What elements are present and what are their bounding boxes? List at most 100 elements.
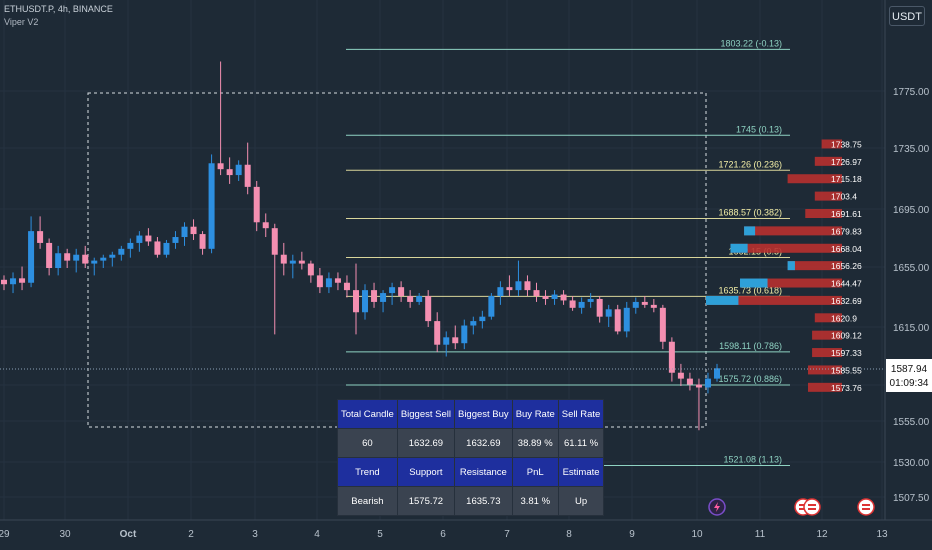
candle[interactable] bbox=[325, 272, 332, 294]
candle[interactable] bbox=[28, 216, 35, 288]
candle[interactable] bbox=[37, 216, 44, 249]
candle[interactable] bbox=[533, 282, 540, 302]
event-marker-flag-icon[interactable] bbox=[803, 498, 821, 516]
candle[interactable] bbox=[668, 337, 675, 382]
candle[interactable] bbox=[470, 316, 477, 335]
candle-body bbox=[380, 293, 387, 302]
candle[interactable] bbox=[10, 272, 17, 294]
candle[interactable] bbox=[280, 242, 287, 276]
candle[interactable] bbox=[425, 290, 432, 327]
candle[interactable] bbox=[560, 290, 567, 305]
candle[interactable] bbox=[298, 251, 305, 270]
ticker-label[interactable]: ETHUSDT.P, 4h, BINANCE bbox=[4, 4, 113, 14]
candle[interactable] bbox=[398, 281, 405, 302]
candle[interactable] bbox=[443, 331, 450, 357]
candle[interactable] bbox=[380, 290, 387, 313]
candle[interactable] bbox=[497, 281, 504, 305]
stats-header-cell: Total Candle bbox=[337, 399, 398, 429]
candle[interactable] bbox=[199, 231, 206, 255]
candle-body bbox=[497, 287, 504, 297]
candle[interactable] bbox=[118, 245, 125, 261]
candle[interactable] bbox=[262, 213, 269, 238]
candle[interactable] bbox=[145, 228, 152, 246]
candle[interactable] bbox=[596, 296, 603, 323]
candle[interactable] bbox=[289, 254, 296, 279]
event-markers[interactable] bbox=[708, 498, 875, 516]
candle[interactable] bbox=[244, 142, 251, 195]
candle[interactable] bbox=[488, 293, 495, 320]
event-marker-lightning-icon[interactable] bbox=[708, 498, 726, 516]
candle[interactable] bbox=[641, 296, 648, 308]
candle[interactable] bbox=[343, 275, 350, 298]
candle[interactable] bbox=[452, 325, 459, 350]
candle[interactable] bbox=[659, 304, 666, 350]
candle[interactable] bbox=[362, 284, 369, 320]
candle[interactable] bbox=[217, 61, 224, 176]
candle[interactable] bbox=[686, 372, 693, 391]
candle[interactable] bbox=[587, 293, 594, 308]
candle[interactable] bbox=[307, 260, 314, 283]
candle[interactable] bbox=[163, 239, 170, 258]
candle[interactable] bbox=[632, 297, 639, 314]
volume-profile-sell-bar bbox=[805, 209, 842, 219]
candle[interactable] bbox=[172, 231, 179, 249]
candle[interactable] bbox=[371, 282, 378, 308]
candle[interactable] bbox=[154, 237, 161, 258]
fib-level-label: 1721.26 (0.236) bbox=[718, 159, 782, 169]
candle[interactable] bbox=[542, 290, 549, 305]
candle[interactable] bbox=[551, 290, 558, 305]
candle-body bbox=[677, 372, 684, 379]
candle[interactable] bbox=[569, 296, 576, 311]
candle[interactable] bbox=[524, 275, 531, 297]
candle[interactable] bbox=[73, 248, 80, 273]
candle[interactable] bbox=[352, 263, 359, 335]
candle[interactable] bbox=[82, 245, 89, 268]
candle-body bbox=[199, 234, 206, 249]
candle[interactable] bbox=[461, 319, 468, 350]
candle-body bbox=[208, 163, 215, 249]
event-marker-flag-icon[interactable] bbox=[857, 498, 875, 516]
stats-header-cell: PnL bbox=[511, 457, 559, 487]
candle[interactable] bbox=[623, 301, 630, 338]
indicator-label[interactable]: Viper V2 bbox=[4, 17, 39, 27]
candle[interactable] bbox=[704, 372, 711, 394]
candle[interactable] bbox=[19, 266, 26, 291]
candle[interactable] bbox=[226, 157, 233, 184]
candle[interactable] bbox=[127, 238, 134, 258]
candle[interactable] bbox=[136, 231, 143, 252]
candle[interactable] bbox=[334, 272, 341, 291]
candle[interactable] bbox=[650, 298, 657, 313]
candle[interactable] bbox=[434, 312, 441, 353]
candle-body bbox=[389, 287, 396, 294]
candle[interactable] bbox=[100, 254, 107, 268]
volume-profile-sell-bar bbox=[814, 313, 842, 323]
candle[interactable] bbox=[578, 297, 585, 314]
candle[interactable] bbox=[677, 363, 684, 386]
candle[interactable] bbox=[416, 293, 423, 305]
candle[interactable] bbox=[91, 257, 98, 276]
candle[interactable] bbox=[253, 180, 260, 232]
candle[interactable] bbox=[208, 154, 215, 254]
candle[interactable] bbox=[515, 260, 522, 297]
candle[interactable] bbox=[64, 248, 71, 268]
candle[interactable] bbox=[109, 251, 116, 267]
candle[interactable] bbox=[407, 290, 414, 308]
candle[interactable] bbox=[316, 268, 323, 294]
candle[interactable] bbox=[506, 275, 513, 297]
candle[interactable] bbox=[479, 310, 486, 329]
currency-button[interactable]: USDT bbox=[889, 6, 925, 26]
candle[interactable] bbox=[614, 304, 621, 335]
candle[interactable] bbox=[1, 275, 7, 291]
stats-value-cell: 38.89 % bbox=[511, 428, 559, 458]
candle[interactable] bbox=[389, 282, 396, 305]
candle[interactable] bbox=[46, 238, 53, 276]
candle[interactable] bbox=[714, 363, 720, 382]
candle[interactable] bbox=[695, 378, 702, 431]
candle[interactable] bbox=[190, 219, 197, 240]
candle[interactable] bbox=[271, 223, 278, 335]
candle[interactable] bbox=[181, 222, 188, 246]
candle[interactable] bbox=[605, 304, 612, 327]
candle[interactable] bbox=[55, 245, 62, 276]
candle[interactable] bbox=[235, 160, 242, 181]
